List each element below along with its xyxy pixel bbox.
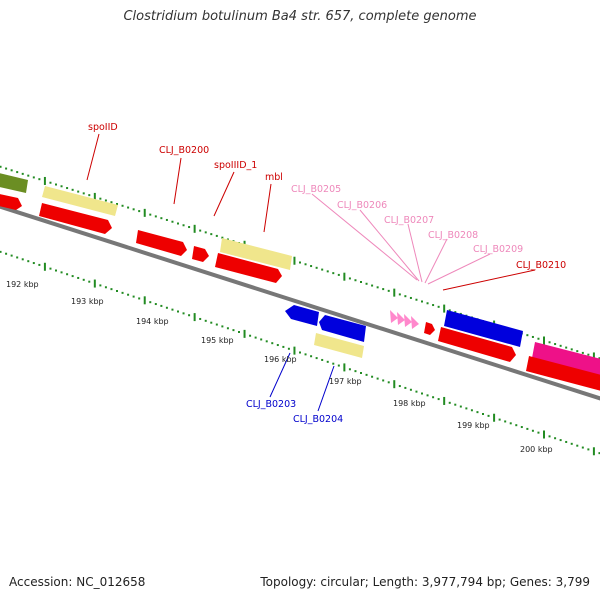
accession-text: Accession: NC_012658 [9, 575, 146, 589]
feature-red-gene[interactable] [438, 327, 516, 362]
feature-red-gene[interactable] [526, 356, 600, 392]
feature-blue-gene[interactable] [285, 305, 319, 326]
scale-label: 192 kbp [6, 280, 39, 289]
label-CLJ_B0207[interactable]: CLJ_B0207 [384, 215, 434, 226]
label-CLJ_B0206[interactable]: CLJ_B0206 [337, 200, 387, 211]
scale-label: 193 kbp [71, 297, 104, 306]
lower-tick-ring [0, 250, 600, 456]
map-title: Clostridium botulinum Ba4 str. 657, comp… [123, 9, 477, 24]
label-spoIIID_1[interactable]: spoIIID_1 [214, 160, 257, 171]
scale-label: 196 kbp [264, 355, 297, 364]
feature-red-gene[interactable] [136, 230, 187, 256]
feature-red-gene[interactable] [215, 253, 282, 283]
label-CLJ_B0205[interactable]: CLJ_B0205 [291, 184, 341, 195]
feature-blue-gene[interactable] [319, 315, 366, 342]
label-CLJ_B0210[interactable]: CLJ_B0210 [516, 260, 566, 271]
genome-summary-text: Topology: circular; Length: 3,977,794 bp… [260, 575, 590, 589]
genome-backbone [0, 204, 600, 401]
label-CLJ_B0204[interactable]: CLJ_B0204 [293, 414, 343, 425]
label-CLJ_B0200[interactable]: CLJ_B0200 [159, 145, 209, 156]
feature-blue-gene[interactable] [444, 310, 523, 347]
feature-red-gene[interactable] [0, 193, 22, 210]
feature-red-gene[interactable] [39, 203, 112, 234]
feature-pink-gene-cluster[interactable] [390, 310, 419, 329]
feature-olive-gene[interactable] [0, 172, 28, 193]
scale-label: 200 kbp [520, 445, 553, 454]
label-spoIID[interactable]: spoIID [88, 122, 118, 133]
label-CLJ_B0203[interactable]: CLJ_B0203 [246, 399, 296, 410]
scale-label: 194 kbp [136, 317, 169, 326]
scale-label: 197 kbp [329, 377, 362, 386]
feature-red-gene[interactable] [424, 322, 435, 335]
scale-label: 199 kbp [457, 421, 490, 430]
feature-khaki-gene[interactable] [220, 238, 292, 270]
scale-label: 195 kbp [201, 336, 234, 345]
label-CLJ_B0209[interactable]: CLJ_B0209 [473, 244, 523, 255]
feature-khaki-gene[interactable] [42, 186, 118, 216]
scale-label: 198 kbp [393, 399, 426, 408]
label-mbl[interactable]: mbl [265, 172, 283, 183]
feature-magenta-gene[interactable] [532, 342, 600, 377]
label-CLJ_B0208[interactable]: CLJ_B0208 [428, 230, 478, 241]
feature-red-gene[interactable] [192, 246, 209, 262]
feature-khaki-gene[interactable] [314, 333, 364, 358]
